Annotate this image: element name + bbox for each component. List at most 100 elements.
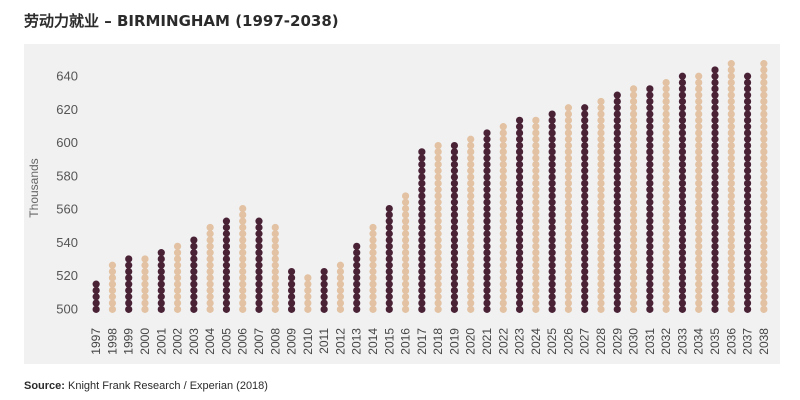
- bar-dot: [483, 167, 491, 175]
- bar-2022: [499, 123, 507, 313]
- bar-dot: [548, 236, 556, 244]
- bar-dot: [304, 286, 312, 295]
- bar-dot: [727, 261, 735, 269]
- bar-dot: [467, 236, 475, 244]
- bar-dot: [581, 261, 589, 269]
- bar-dot: [711, 286, 719, 295]
- bar-dot: [646, 148, 654, 156]
- bar-dot: [255, 261, 263, 269]
- bar-dot: [239, 217, 247, 225]
- bar-dot: [711, 305, 719, 313]
- bar-dot: [515, 123, 524, 131]
- bar-dot: [515, 186, 524, 194]
- bar-dot: [613, 154, 621, 162]
- bar-dot: [320, 267, 328, 276]
- bar-dot: [678, 110, 687, 118]
- bar-dot: [760, 204, 768, 213]
- bar-dot: [271, 267, 279, 276]
- bar-dot: [92, 280, 100, 288]
- bar-2004: [206, 223, 214, 313]
- bar-dot: [515, 236, 524, 244]
- bar-dot: [581, 211, 589, 219]
- bar-dot: [499, 160, 507, 169]
- bar-dot: [597, 267, 605, 276]
- x-tick-label: 2030: [627, 328, 641, 355]
- bar-dot: [385, 230, 393, 238]
- bar-dot: [711, 198, 719, 206]
- bar-dot: [678, 192, 687, 200]
- bar-dot: [727, 129, 735, 137]
- bar-dot: [499, 223, 507, 232]
- bar-dot: [646, 160, 654, 169]
- bar-dot: [646, 116, 654, 124]
- bar-dot: [222, 305, 231, 313]
- bar-dot: [222, 255, 231, 263]
- bar-dot: [727, 123, 735, 131]
- bar-dot: [629, 173, 638, 181]
- bar-dot: [515, 160, 524, 169]
- bar-dot: [434, 179, 442, 187]
- bar-dot: [678, 173, 687, 181]
- bar-dot: [727, 280, 735, 288]
- bar-dot: [173, 261, 182, 269]
- bar-dot: [467, 293, 475, 301]
- bar-dot: [532, 293, 540, 301]
- bar-dot: [711, 249, 719, 257]
- bar-dot: [450, 255, 459, 263]
- bar-dot: [678, 97, 687, 106]
- bar-dot: [760, 249, 768, 257]
- bar-dot: [141, 305, 149, 313]
- bar-dot: [239, 223, 247, 232]
- bar-dot: [467, 148, 475, 156]
- bar-dot: [499, 261, 507, 269]
- bar-dot: [743, 236, 752, 244]
- bar-dot: [157, 267, 165, 276]
- bar-dot: [646, 236, 654, 244]
- bar-dot: [581, 230, 589, 238]
- bar-dot: [190, 299, 198, 307]
- bar-dot: [695, 97, 703, 106]
- bar-dot: [711, 173, 719, 181]
- bar-dot: [662, 148, 670, 156]
- bar-dot: [532, 141, 540, 150]
- bar-dot: [532, 249, 540, 257]
- bar-dot: [499, 141, 507, 150]
- bar-dot: [499, 135, 507, 143]
- bar-dot: [548, 179, 556, 187]
- bar-dot: [401, 286, 410, 295]
- bar-dot: [646, 167, 654, 175]
- bar-dot: [711, 123, 719, 131]
- bar-dot: [646, 85, 654, 93]
- bar-dot: [239, 293, 247, 301]
- x-tick-label: 2020: [464, 328, 478, 355]
- bar-dot: [695, 123, 703, 131]
- bar-dot: [727, 293, 735, 301]
- bar-dot: [255, 305, 263, 313]
- bar-dot: [353, 286, 361, 295]
- bar-dot: [515, 223, 524, 232]
- bar-dot: [353, 242, 361, 250]
- bar-dot: [450, 192, 459, 200]
- bar-dot: [320, 299, 328, 307]
- bar-1998: [108, 261, 117, 313]
- bar-dot: [336, 286, 345, 295]
- bar-dot: [613, 148, 621, 156]
- bar-dot: [760, 135, 768, 143]
- bar-dot: [743, 204, 752, 213]
- bar-dot: [678, 274, 687, 282]
- bar-dot: [678, 211, 687, 219]
- bar-dot: [450, 242, 459, 250]
- bar-dot: [385, 274, 393, 282]
- bar-dot: [450, 211, 459, 219]
- bar-dot: [613, 192, 621, 200]
- bar-dot: [450, 236, 459, 244]
- bar-dot: [564, 148, 573, 156]
- bar-dot: [597, 236, 605, 244]
- bar-dot: [287, 267, 296, 276]
- bar-2027: [581, 104, 589, 313]
- bar-dot: [450, 141, 459, 150]
- bar-dot: [629, 110, 638, 118]
- bar-dot: [239, 249, 247, 257]
- bar-dot: [353, 274, 361, 282]
- bar-dot: [483, 261, 491, 269]
